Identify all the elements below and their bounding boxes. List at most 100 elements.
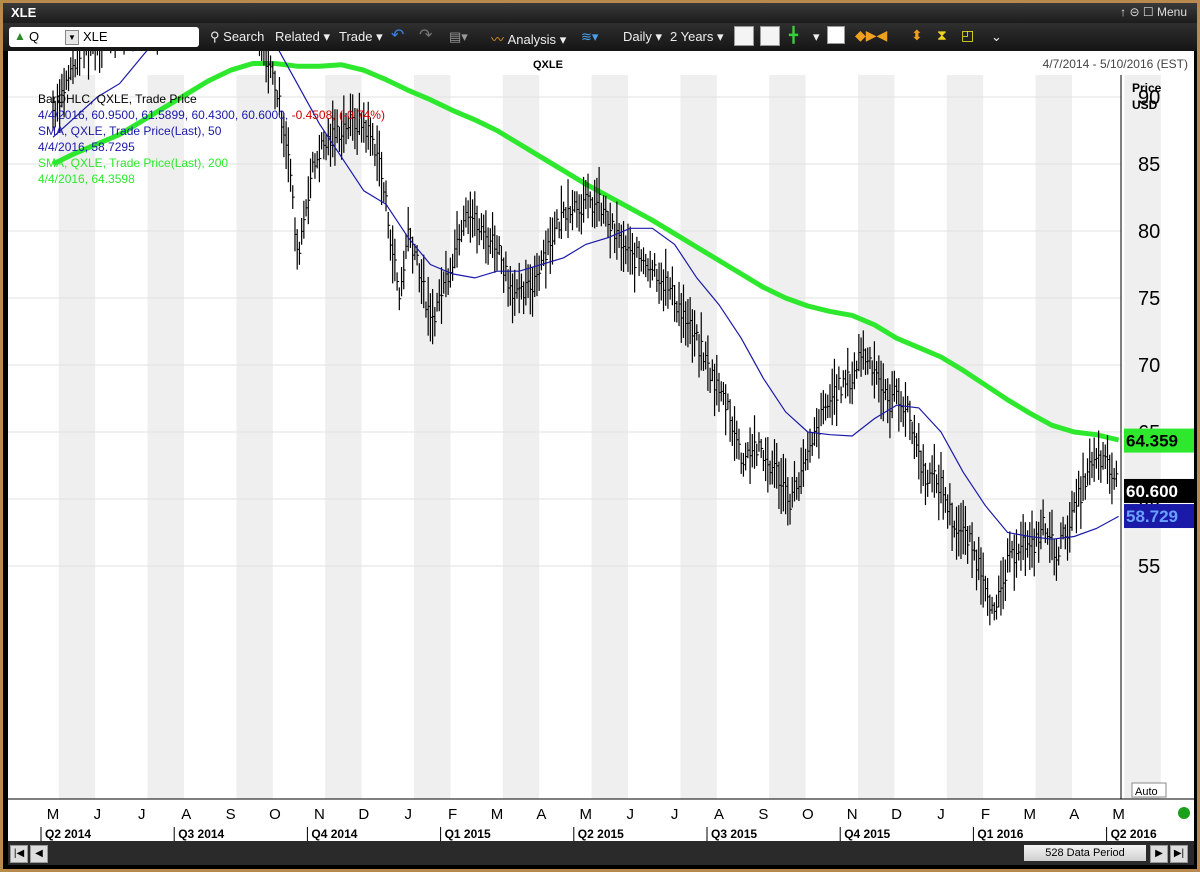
select-icon[interactable]: ◰ bbox=[961, 27, 975, 43]
month-band bbox=[414, 75, 451, 799]
scroll-right-icon[interactable]: ▶ bbox=[1150, 845, 1168, 863]
pan-left-right-icon[interactable]: ◆▶◀ bbox=[855, 27, 888, 43]
sma50-line bbox=[52, 51, 1119, 540]
compare-chart-icon[interactable] bbox=[760, 26, 780, 46]
chevron-down-icon: ▾ bbox=[376, 29, 383, 44]
chevron-down-icon: ▾ bbox=[323, 29, 330, 44]
quarter-label: Q2 2015 bbox=[578, 827, 624, 841]
price-axis-unit: USD bbox=[1132, 98, 1158, 112]
legend-sma50-title: SMA, QXLE, Trade Price(Last), 50 bbox=[38, 124, 222, 138]
quarter-label: Q2 2016 bbox=[1111, 827, 1157, 841]
sma50-badge bbox=[1124, 504, 1194, 529]
window-controls[interactable]: ↑ ⊝ ☐ Menu bbox=[1120, 5, 1187, 19]
x-tick-label: A bbox=[1069, 806, 1079, 823]
menu-button[interactable]: Menu bbox=[1156, 5, 1187, 19]
x-tick-label: J bbox=[138, 806, 146, 823]
chevron-down-icon[interactable]: ▼ bbox=[65, 30, 79, 45]
symbol-prefix[interactable]: Q bbox=[29, 29, 40, 44]
arrow-up-icon: ▲ bbox=[14, 29, 26, 43]
symbol-input[interactable]: XLE bbox=[83, 29, 108, 44]
auto-scale-label[interactable]: Auto bbox=[1135, 786, 1158, 798]
x-tick-label: A bbox=[714, 806, 724, 823]
y-tick-label: 55 bbox=[1138, 556, 1160, 578]
y-tick-label: 70 bbox=[1138, 355, 1160, 377]
y-tick-label: 75 bbox=[1138, 288, 1160, 310]
search-label: Search bbox=[223, 29, 265, 44]
x-tick-label: F bbox=[981, 806, 990, 823]
chevron-down-icon[interactable]: ▾ bbox=[813, 29, 820, 44]
x-tick-label: A bbox=[536, 806, 546, 823]
quarter-label: Q4 2014 bbox=[311, 827, 357, 841]
quarter-label: Q1 2016 bbox=[977, 827, 1023, 841]
y-tick-label: 90 bbox=[1138, 87, 1160, 109]
pan-up-down-icon[interactable]: ⬍ bbox=[911, 27, 923, 43]
crosshair-icon[interactable]: ╋ bbox=[789, 27, 799, 44]
related-button[interactable]: Related ▾ bbox=[275, 29, 330, 45]
month-band bbox=[325, 75, 362, 799]
line-chart-icon[interactable] bbox=[734, 26, 754, 46]
quarter-label: Q3 2014 bbox=[178, 827, 224, 841]
studies-icon[interactable]: ≋▾ bbox=[581, 29, 599, 44]
month-band bbox=[769, 75, 806, 799]
month-band bbox=[1035, 75, 1072, 799]
quarter-label: Q1 2015 bbox=[445, 827, 491, 841]
month-band bbox=[858, 75, 895, 799]
x-tick-label: S bbox=[758, 806, 768, 823]
x-tick-label: N bbox=[314, 806, 325, 823]
scroll-last-icon[interactable]: ▶| bbox=[1170, 845, 1188, 863]
redo-icon[interactable]: ↷ bbox=[419, 27, 433, 44]
data-period-label: 528 Data Period bbox=[1024, 845, 1146, 861]
legend-price-values: 4/4/2016, 60.9500, 61.5899, 60.4300, 60.… bbox=[38, 108, 385, 122]
quarter-label: Q3 2015 bbox=[711, 827, 757, 841]
quarter-label: Q2 2014 bbox=[45, 827, 91, 841]
price-chart[interactable]: QXLE 4/7/2014 - 5/10/2016 (EST) BarOHLC,… bbox=[8, 51, 1194, 841]
x-tick-label: J bbox=[671, 806, 679, 823]
zoom-box-icon[interactable] bbox=[827, 26, 845, 44]
scrollbar[interactable]: |◀ ◀ 528 Data Period ▶ ▶| bbox=[8, 841, 1194, 865]
month-band bbox=[680, 75, 717, 799]
x-tick-label: A bbox=[181, 806, 191, 823]
x-tick-label: F bbox=[448, 806, 457, 823]
month-band bbox=[502, 75, 540, 799]
symbol-input-box[interactable]: ▲ Q ▼ XLE bbox=[9, 27, 199, 47]
legend: BarOHLC, QXLE, Trade Price 4/4/2016, 60.… bbox=[38, 92, 385, 186]
x-tick-label: M bbox=[1024, 806, 1037, 823]
window-buttons[interactable]: ↑ ⊝ ☐ bbox=[1120, 5, 1154, 19]
legend-sma200-value: 4/4/2016, 64.3598 bbox=[38, 172, 135, 186]
search-button[interactable]: ⚲ Search bbox=[210, 29, 264, 45]
trade-label: Trade bbox=[339, 29, 373, 44]
month-band bbox=[147, 75, 184, 799]
scroll-left-icon[interactable]: ◀ bbox=[30, 845, 48, 863]
quarter-label: Q4 2015 bbox=[844, 827, 890, 841]
legend-price-title: BarOHLC, QXLE, Trade Price bbox=[38, 92, 197, 106]
app-window: XLE ↑ ⊝ ☐ Menu ▲ Q ▼ XLE ⚲ Search Relate… bbox=[3, 3, 1197, 869]
chevron-down-icon: ▾ bbox=[559, 32, 567, 47]
x-tick-label: J bbox=[94, 806, 102, 823]
last-price-badge bbox=[1124, 478, 1194, 503]
legend-sma50-value: 4/4/2016, 58.7295 bbox=[38, 140, 135, 154]
x-tick-label: J bbox=[626, 806, 634, 823]
toolbar: ▲ Q ▼ XLE ⚲ Search Related ▾ Trade ▾ ↶ ↷… bbox=[3, 23, 1197, 51]
auto-scale-button[interactable] bbox=[1131, 782, 1167, 798]
zoom-fit-icon[interactable]: ⧗ bbox=[937, 27, 947, 43]
chart-area[interactable]: QXLE 4/7/2014 - 5/10/2016 (EST) BarOHLC,… bbox=[8, 51, 1194, 841]
x-tick-label: O bbox=[802, 806, 814, 823]
search-icon: ⚲ bbox=[210, 29, 220, 44]
undo-icon[interactable]: ↶ bbox=[391, 27, 405, 44]
folder-icon[interactable]: ▤▾ bbox=[449, 29, 468, 44]
status-indicator-icon bbox=[1178, 807, 1190, 819]
interval-label: Daily bbox=[623, 29, 652, 44]
x-tick-label: D bbox=[358, 806, 369, 823]
month-band bbox=[236, 75, 273, 799]
scroll-first-icon[interactable]: |◀ bbox=[10, 845, 28, 863]
range-label: 2 Years bbox=[670, 29, 714, 44]
trade-button[interactable]: Trade ▾ bbox=[339, 29, 383, 45]
x-tick-label: N bbox=[847, 806, 858, 823]
x-tick-label: M bbox=[1112, 806, 1125, 823]
analysis-button[interactable]: 〰 Analysis ▾ bbox=[491, 29, 566, 48]
interval-selector[interactable]: Daily ▾ bbox=[623, 29, 662, 45]
range-selector[interactable]: 2 Years ▾ bbox=[670, 29, 724, 45]
analysis-icon: 〰 bbox=[491, 32, 505, 47]
more-tools-icon[interactable]: ⌄ bbox=[991, 29, 1002, 44]
price-bars bbox=[52, 51, 1119, 626]
